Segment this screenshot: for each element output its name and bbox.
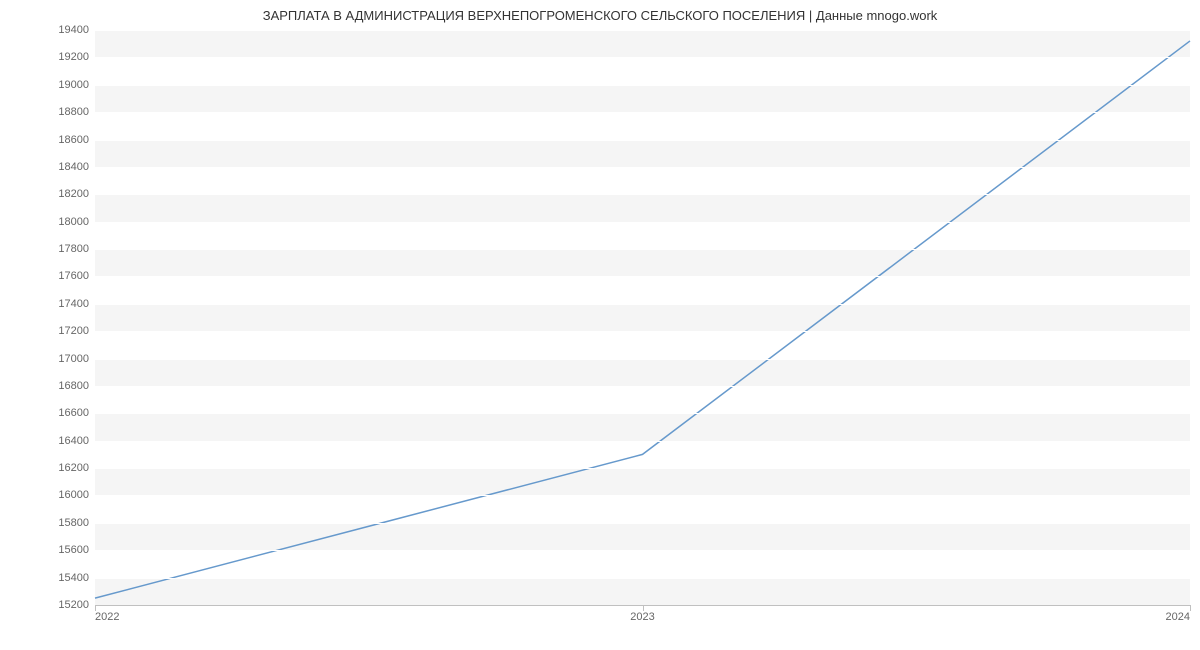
grid-line (95, 413, 1190, 414)
grid-line (95, 441, 1190, 442)
grid-line (95, 276, 1190, 277)
x-tick-label: 2022 (95, 611, 119, 623)
y-tick-label: 18600 (58, 134, 89, 146)
x-tick-mark (1190, 605, 1191, 611)
y-tick-label: 15800 (58, 517, 89, 529)
y-tick-label: 18400 (58, 161, 89, 173)
grid-line (95, 167, 1190, 168)
salary-line-chart: ЗАРПЛАТА В АДМИНИСТРАЦИЯ ВЕРХНЕПОГРОМЕНС… (0, 0, 1200, 650)
y-tick-label: 16800 (58, 380, 89, 392)
y-tick-label: 18200 (58, 188, 89, 200)
plot-area: 1520015400156001580016000162001640016600… (95, 30, 1190, 605)
grid-line (95, 495, 1190, 496)
y-tick-label: 17200 (58, 325, 89, 337)
grid-line (95, 523, 1190, 524)
y-tick-label: 16000 (58, 489, 89, 501)
grid-line (95, 578, 1190, 579)
grid-line (95, 194, 1190, 195)
y-tick-label: 17000 (58, 353, 89, 365)
grid-line (95, 550, 1190, 551)
grid-line (95, 249, 1190, 250)
y-tick-label: 17600 (58, 270, 89, 282)
x-tick-label: 2024 (1166, 611, 1190, 623)
grid-line (95, 304, 1190, 305)
grid-line (95, 85, 1190, 86)
grid-line (95, 222, 1190, 223)
grid-line (95, 30, 1190, 31)
line-series (95, 30, 1190, 605)
grid-line (95, 331, 1190, 332)
grid-line (95, 468, 1190, 469)
y-tick-label: 15400 (58, 572, 89, 584)
grid-line (95, 359, 1190, 360)
y-tick-label: 15600 (58, 544, 89, 556)
series-line-salary (95, 41, 1190, 598)
x-tick-label: 2023 (630, 611, 654, 623)
y-tick-label: 18800 (58, 106, 89, 118)
grid-line (95, 140, 1190, 141)
grid-line (95, 386, 1190, 387)
grid-line (95, 112, 1190, 113)
y-tick-label: 19200 (58, 51, 89, 63)
y-tick-label: 16200 (58, 462, 89, 474)
y-tick-label: 19000 (58, 79, 89, 91)
y-tick-label: 15200 (58, 599, 89, 611)
y-tick-label: 19400 (58, 24, 89, 36)
y-tick-label: 16600 (58, 407, 89, 419)
y-tick-label: 17800 (58, 243, 89, 255)
chart-title: ЗАРПЛАТА В АДМИНИСТРАЦИЯ ВЕРХНЕПОГРОМЕНС… (0, 0, 1200, 27)
grid-line (95, 57, 1190, 58)
y-tick-label: 17400 (58, 298, 89, 310)
y-tick-label: 16400 (58, 435, 89, 447)
y-tick-label: 18000 (58, 216, 89, 228)
